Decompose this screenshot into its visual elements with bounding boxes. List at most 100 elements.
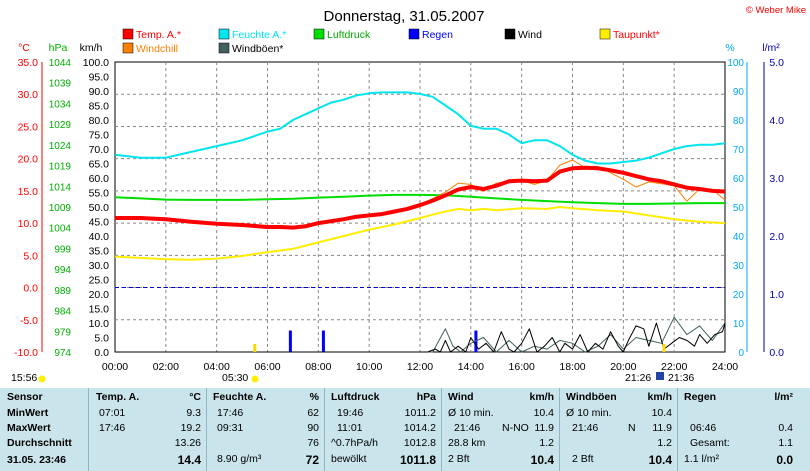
gust-max-time: 21:46 [572, 422, 599, 434]
pressure-avg-value: 1012.8 [403, 437, 436, 449]
temp-tick-label: 10.0 [18, 218, 39, 230]
sensor-head: Sensor [7, 391, 43, 403]
gust-unit: km/h [647, 391, 672, 403]
legend-label: Regen [422, 29, 453, 41]
temp-current-value: 14.4 [177, 453, 201, 467]
pressure-max-time: 11:01 [337, 422, 363, 434]
temp-axis-unit: °C [18, 42, 30, 54]
wind-avg-value: 1.2 [539, 437, 554, 449]
sunrise-icon [251, 375, 259, 383]
humidity-unit: % [309, 391, 319, 403]
legend-swatch [218, 28, 230, 40]
row-label-now: 31.05. 23:46 [7, 454, 66, 466]
rain-tick-label: 3.0 [769, 173, 784, 185]
wind-tick-label: 35.0 [89, 246, 110, 258]
wind-tick-label: 100.0 [83, 57, 109, 69]
moon-icon [656, 372, 664, 380]
pressure-column: Luftdruck hPa 19:46 1011.2 11:01 1014.2 ^0.… [324, 388, 442, 471]
pressure-unit: hPa [416, 391, 436, 403]
wind-run: 28.8 km [448, 437, 486, 449]
temp-unit: °C [189, 391, 201, 403]
legend-label: Luftdruck [327, 29, 371, 41]
pressure-tick-label: 1029 [49, 120, 72, 131]
weather-forecast: bewölkt [331, 453, 367, 465]
gust-head: Windböen [566, 391, 617, 403]
pressure-current-value: 1011.8 [399, 453, 436, 467]
temp-min-value: 9.3 [186, 407, 201, 419]
rain-tick-label: 4.0 [769, 115, 784, 127]
rain-axis-unit: l/m² [762, 42, 780, 54]
series-line-luftdruck [114, 193, 725, 205]
x-tick-label: 14:00 [458, 361, 484, 373]
pressure-tick-label: 1039 [49, 79, 72, 90]
wind-tick-label: 65.0 [89, 159, 110, 171]
humidity-column: Feuchte A.% 17:46 62 09:31 90 76 8.90 g/m³… [206, 388, 325, 471]
wind-tick-label: 0.0 [94, 347, 109, 359]
row-label-avg: Durchschnitt [7, 437, 72, 449]
wind-current-value: 10.4 [530, 453, 554, 467]
moonset-time: 21:36 [668, 372, 694, 384]
pressure-tick-label: 1034 [49, 99, 72, 110]
x-tick-label: 08:00 [305, 361, 331, 373]
series-line-windben [115, 316, 726, 353]
wind-tick-label: 90.0 [89, 86, 110, 98]
temp-max-time: 17:46 [99, 422, 126, 434]
humidity-min-value: 62 [307, 407, 319, 419]
rain-bar [321, 330, 325, 352]
rain-head: Regen [684, 391, 717, 403]
wind-tick-label: 5.0 [94, 333, 109, 345]
pressure-tick-label: 984 [54, 307, 71, 318]
wind-axis-unit: km/h [80, 42, 103, 54]
rain-day-total: 1.1 l/m² [684, 453, 720, 465]
pressure-tick-label: 979 [54, 327, 71, 338]
wind-unit: km/h [529, 391, 554, 403]
wind-tick-label: 30.0 [89, 260, 110, 272]
x-tick-label: 10:00 [356, 361, 382, 373]
x-tick-label: 16:00 [509, 361, 535, 373]
legend-swatch [408, 28, 420, 40]
x-tick-label: 12:00 [407, 361, 433, 373]
legend-label: Feuchte A.* [232, 29, 286, 41]
pressure-tick-label: 1044 [49, 58, 72, 69]
temp-tick-label: 20.0 [18, 154, 39, 166]
rain-tick-label: 1.0 [769, 289, 784, 301]
temp-tick-label: 25.0 [18, 121, 39, 133]
pressure-tick-label: 999 [54, 244, 71, 255]
pressure-min-value: 1011.2 [404, 407, 436, 419]
temp-min-time: 07:01 [99, 407, 126, 419]
chart-title: Donnerstag, 31.05.2007 [324, 8, 485, 25]
gust-current-value: 10.4 [648, 453, 672, 467]
legend-label: Windböen* [232, 43, 283, 55]
series-line-taupunkt [114, 206, 726, 261]
legend-swatch [218, 42, 230, 54]
row-label-max: MaxWert [7, 422, 51, 434]
rain-unit: l/m² [774, 391, 793, 403]
wind-head: Wind [448, 391, 474, 403]
x-tick-label: 06:00 [254, 361, 280, 373]
wind-tick-label: 55.0 [89, 188, 110, 200]
wind-avg-label: Ø 10 min. [448, 407, 494, 419]
gust-max-value: 11.9 [652, 422, 672, 434]
gust-avg-value: 1.2 [657, 437, 672, 449]
temp-tick-label: 35.0 [18, 57, 39, 69]
humidity-tick-label: 50 [733, 203, 745, 214]
wind-tick-label: 40.0 [89, 231, 110, 243]
pressure-max-value: 1014.2 [403, 422, 436, 434]
statistics-panel: Sensor MinWert MaxWert Durchschnitt 31.0… [0, 388, 810, 471]
pressure-tick-label: 989 [54, 286, 71, 297]
rain-tick-label: 5.0 [769, 57, 784, 69]
legend-label: Taupunkt* [613, 29, 660, 41]
legend-swatch [313, 28, 325, 40]
pressure-tick-label: 1024 [49, 141, 72, 152]
wind-avg10-value: 10.4 [533, 407, 554, 419]
temp-tick-label: -10.0 [14, 347, 38, 359]
temp-avg-value: 13.26 [174, 437, 201, 449]
wind-column: Wind km/h Ø 10 min. 10.4 21:46 N-NO 11.9 28.… [441, 388, 560, 471]
humidity-tick-label: 70 [733, 145, 745, 156]
temp-tick-label: 5.0 [23, 250, 38, 262]
rain-max-value: 0.4 [778, 422, 793, 434]
humidity-tick-label: 90 [733, 87, 745, 98]
pressure-trend: ^0.7hPa/h [331, 437, 378, 449]
humidity-max-value: 90 [307, 422, 319, 434]
rain-tick-label: 0.0 [769, 347, 784, 359]
